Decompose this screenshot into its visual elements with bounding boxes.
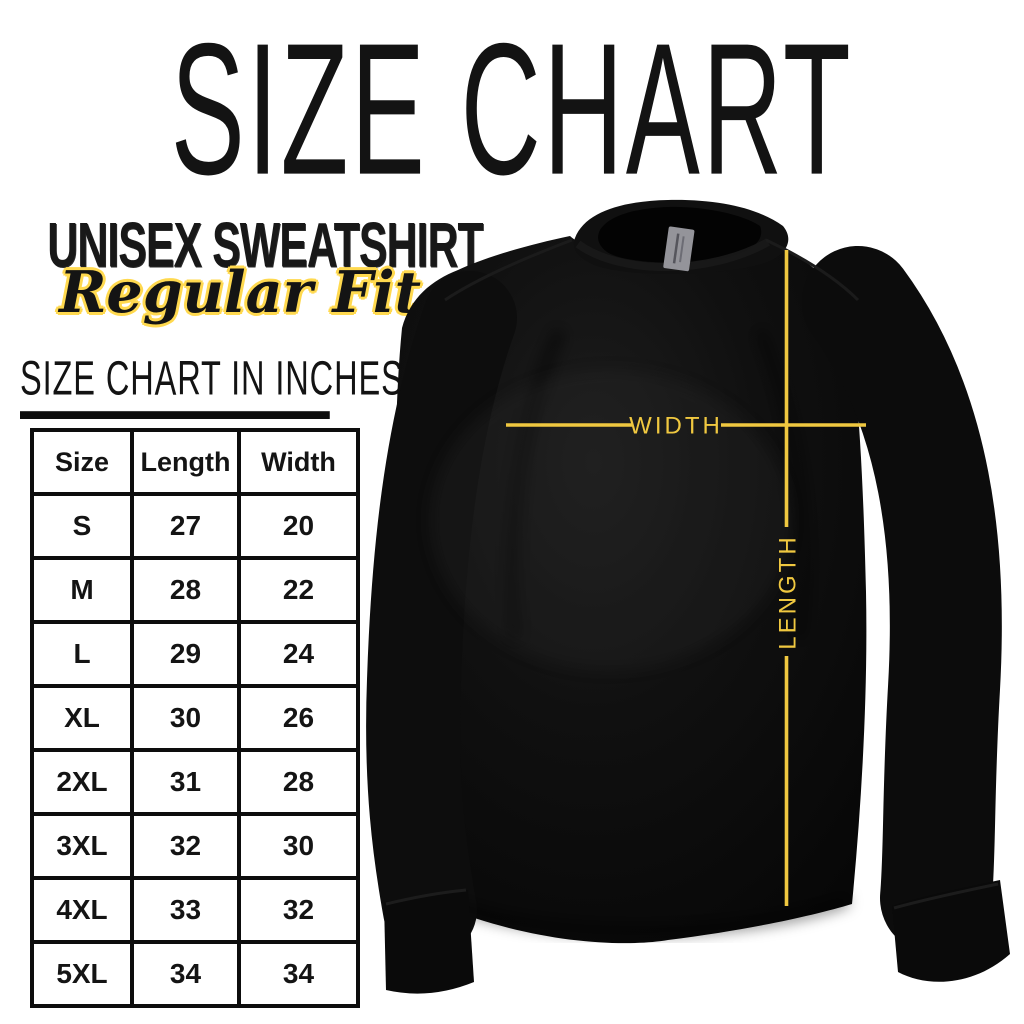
- width-cell: 24: [237, 620, 360, 688]
- length-cell: 30: [130, 684, 241, 752]
- length-cell: 32: [130, 812, 241, 880]
- table-row: L 29 24: [30, 620, 360, 688]
- width-cell: 34: [237, 940, 360, 1008]
- fabric-fold-right: [754, 327, 811, 641]
- width-label: WIDTH: [629, 413, 723, 440]
- width-cell: 26: [237, 684, 360, 752]
- length-cell: 34: [130, 940, 241, 1008]
- product-name: UNISEX SWEATSHIRT: [47, 210, 483, 282]
- size-cell: L: [30, 620, 134, 688]
- right-cuff: [892, 880, 1010, 982]
- column-header-size: Size: [30, 428, 134, 496]
- table-row: M 28 22: [30, 556, 360, 624]
- width-cell: 32: [237, 876, 360, 944]
- length-cell: 31: [130, 748, 241, 816]
- table-row: 4XL 33 32: [30, 876, 360, 944]
- table-row: 3XL 32 30: [30, 812, 360, 880]
- size-cell: 2XL: [30, 748, 134, 816]
- column-header-width: Width: [237, 428, 360, 496]
- size-cell: 5XL: [30, 940, 134, 1008]
- right-shoulder-seam: [765, 238, 860, 302]
- length-label: LENGTH: [775, 534, 802, 649]
- length-cell: 33: [130, 876, 241, 944]
- table-row: XL 30 26: [30, 684, 360, 752]
- width-cell: 22: [237, 556, 360, 624]
- size-cell: M: [30, 556, 134, 624]
- right-sleeve: [802, 246, 1002, 954]
- table-row: 5XL 34 34: [30, 940, 360, 1008]
- product-fit-label: Regular Fit: [59, 259, 421, 326]
- table-header-row: Size Length Width: [30, 428, 360, 496]
- chest-highlight: [430, 370, 790, 670]
- width-cell: 30: [237, 812, 360, 880]
- left-cuff: [384, 890, 474, 994]
- length-cell: 29: [130, 620, 241, 688]
- width-cell: 28: [237, 748, 360, 816]
- width-cell: 20: [237, 492, 360, 560]
- size-table: Size Length Width S 27 20 M 28 22 L 29 2…: [30, 428, 360, 1008]
- left-shoulder-seam: [444, 238, 573, 302]
- table-row: 2XL 31 28: [30, 748, 360, 816]
- hem-shadow: [446, 895, 850, 936]
- column-header-length: Length: [130, 428, 241, 496]
- size-cell: 3XL: [30, 812, 134, 880]
- table-row: S 27 20: [30, 492, 360, 560]
- length-cell: 27: [130, 492, 241, 560]
- size-cell: XL: [30, 684, 134, 752]
- neck-tag: [663, 226, 695, 272]
- size-cell: S: [30, 492, 134, 560]
- page-title: SIZE CHART: [170, 4, 854, 214]
- left-sleeve: [366, 271, 517, 957]
- right-cuff-seam: [893, 882, 999, 910]
- length-cell: 28: [130, 556, 241, 624]
- left-cuff-seam: [385, 888, 467, 906]
- size-cell: 4XL: [30, 876, 134, 944]
